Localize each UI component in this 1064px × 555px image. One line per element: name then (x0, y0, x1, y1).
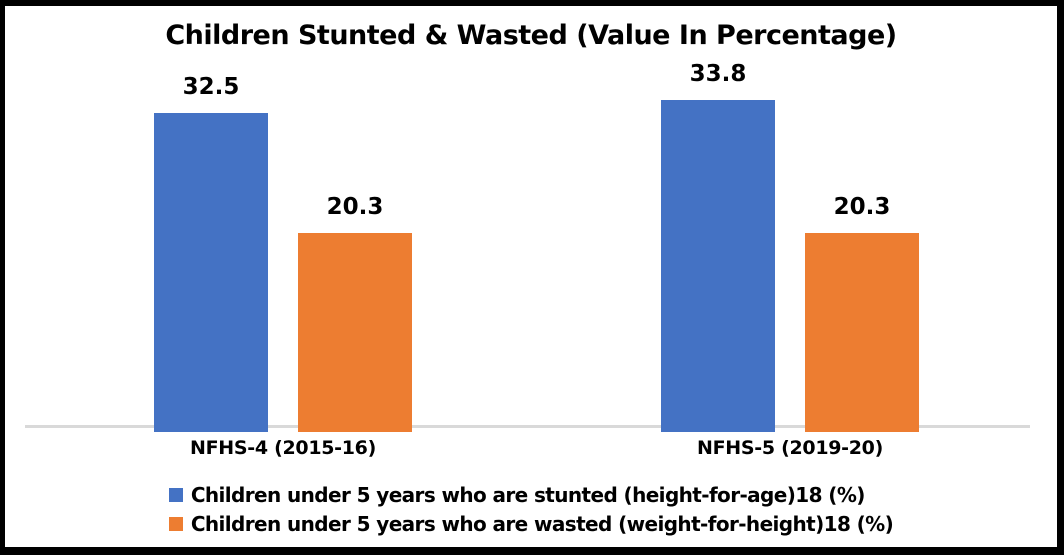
data-label: 32.5 (182, 74, 240, 100)
x-axis-category-label: NFHS-5 (2019-20) (697, 437, 883, 459)
data-label: 20.3 (326, 194, 384, 220)
legend-swatch-icon (168, 517, 183, 531)
legend: Children under 5 years who are stunted (… (5, 483, 1057, 536)
plot-area: 32.5 20.3 33.8 20.3 NFHS-4 (2015-16) NFHS-5 … (5, 6, 1057, 547)
legend-label: Children under 5 years who are stunted (… (190, 483, 866, 507)
x-axis-line (25, 425, 1030, 428)
legend-item-stunted: Children under 5 years who are stunted (… (168, 483, 866, 507)
data-label: 20.3 (833, 194, 891, 220)
legend-label: Children under 5 years who are wasted (w… (190, 512, 894, 536)
legend-swatch-icon (168, 488, 183, 502)
chart-title: Children Stunted & Wasted (Value In Perc… (165, 20, 897, 51)
data-label: 33.8 (689, 61, 747, 87)
bar-stunted-group-1 (154, 113, 268, 432)
legend-item-wasted: Children under 5 years who are wasted (w… (168, 512, 894, 536)
bar-wasted-group-1 (298, 233, 412, 432)
x-axis-category-label: NFHS-4 (2015-16) (190, 437, 376, 459)
bar-wasted-group-2 (805, 233, 919, 432)
bar-stunted-group-2 (661, 100, 775, 432)
